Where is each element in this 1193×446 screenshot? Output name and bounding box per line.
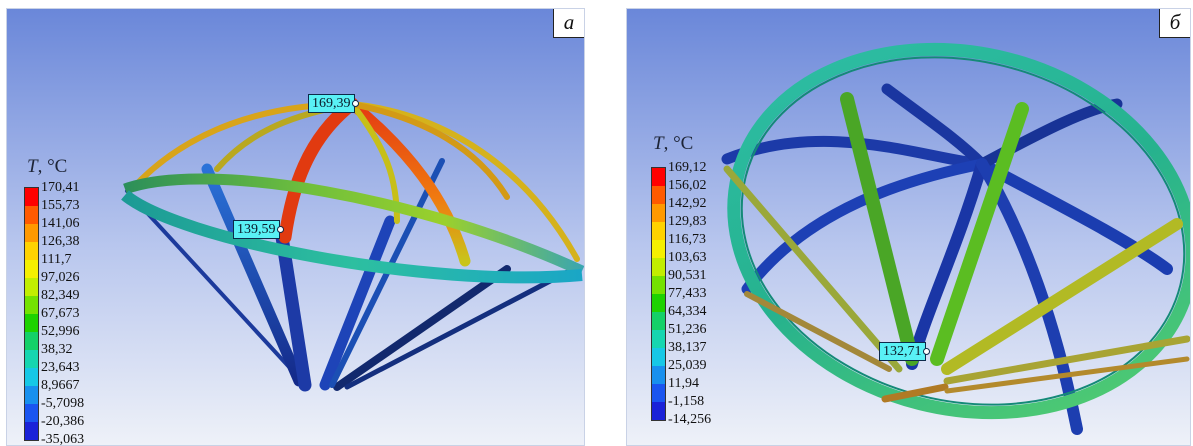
frame-model-b [627, 9, 1190, 445]
legend-tick: 90,531 [668, 268, 707, 283]
legend-tick: -35,063 [41, 432, 85, 446]
legend-tick: -5,7098 [41, 396, 85, 411]
legend-tick: -1,158 [668, 394, 705, 409]
legend-color-bar [24, 187, 39, 441]
legend-tick: 126,38 [41, 234, 80, 249]
frame-model-a [7, 9, 584, 445]
legend-tick: 82,349 [41, 288, 80, 303]
figure-panel-a: T, °C 170,41 155,73 141,06 126,38 111,7 … [6, 8, 585, 446]
probe-label: 132,71 [879, 342, 929, 361]
legend-tick: -14,256 [668, 412, 712, 427]
legend-tick: 77,433 [668, 286, 707, 301]
legend-tick: 51,236 [668, 322, 707, 337]
legend-tick: 67,673 [41, 306, 80, 321]
legend-tick: 64,334 [668, 304, 707, 319]
legend-tick: 141,06 [41, 216, 80, 231]
legend-tick: 38,137 [668, 340, 707, 355]
legend-tick: 129,83 [668, 214, 707, 229]
panel-letter: а [553, 9, 584, 38]
legend-tick: 11,94 [668, 376, 699, 391]
legend-tick: 170,41 [41, 180, 80, 195]
legend-tick: 52,996 [41, 324, 80, 339]
legend-color-bar [651, 167, 666, 421]
legend-tick: 23,643 [41, 360, 80, 375]
legend-tick: 155,73 [41, 198, 80, 213]
legend-tick: 116,73 [668, 232, 706, 247]
probe-label-max: 169,39 [308, 94, 358, 113]
legend-tick: 38,32 [41, 342, 73, 357]
legend-tick: 103,63 [668, 250, 707, 265]
legend-tick: 111,7 [41, 252, 72, 267]
legend-tick: 142,92 [668, 196, 707, 211]
figure-panel-b: T, °C 169,12 156,02 142,92 129,83 116,73… [626, 8, 1191, 446]
legend-tick: 25,039 [668, 358, 707, 373]
legend-tick: 8,9667 [41, 378, 80, 393]
legend-tick: -20,386 [41, 414, 85, 429]
legend-title: T, °C [653, 133, 694, 154]
legend-tick: 169,12 [668, 160, 707, 175]
legend-tick: 156,02 [668, 178, 707, 193]
legend-tick: 97,026 [41, 270, 80, 285]
probe-label: 139,59 [233, 220, 283, 239]
panel-letter: б [1159, 9, 1190, 38]
legend-title: T, °C [27, 156, 68, 177]
